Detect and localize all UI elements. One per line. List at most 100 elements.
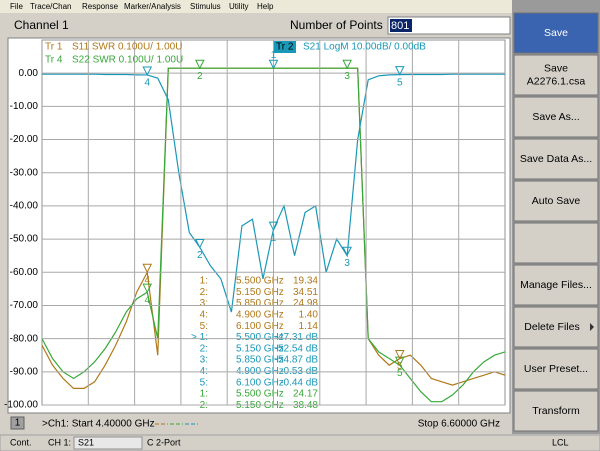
- trace-header[interactable]: S22 SWR 0.100U/ 1.00U: [72, 55, 183, 66]
- marker-value: 24.17: [293, 389, 318, 400]
- marker-label: 4: [144, 78, 150, 89]
- marker-num: 3:: [200, 411, 208, 422]
- marker-label: 4: [144, 295, 150, 306]
- marker-triangle: [394, 66, 405, 76]
- y-tick-label: -10.00: [10, 101, 39, 112]
- marker-num: 5:: [200, 377, 208, 388]
- softkey-label: Save: [544, 27, 568, 39]
- trace-selected: [274, 41, 296, 53]
- marker-freq: 5.150 GHz: [236, 343, 284, 354]
- marker-num: 4:: [200, 310, 208, 321]
- marker-triangle: [394, 350, 405, 360]
- y-tick-label: -30.00: [10, 167, 39, 178]
- softkey-label: Save As...: [532, 111, 579, 123]
- marker-label: 4: [144, 275, 150, 286]
- status-bar: [0, 434, 600, 451]
- menu-item[interactable]: Response: [82, 2, 119, 11]
- marker-num: > 1:: [191, 332, 208, 343]
- marker-num: 2:: [200, 287, 208, 298]
- softkey-label: Manage Files...: [520, 279, 592, 291]
- marker-triangle: [394, 356, 405, 367]
- menu-bar: [0, 0, 600, 13]
- y-tick-label: 0.00: [19, 68, 39, 79]
- softkey[interactable]: [513, 54, 599, 96]
- marker-triangle: [142, 283, 153, 294]
- submenu-arrow: [590, 323, 594, 331]
- marker-label: 2: [197, 250, 203, 261]
- marker-label: 1: [271, 233, 277, 244]
- marker-num: 3:: [200, 298, 208, 309]
- points-highlight: [390, 19, 412, 32]
- status-field: [73, 436, 143, 450]
- marker-num: 5:: [200, 321, 208, 332]
- marker-label: 5: [397, 368, 403, 379]
- softkey[interactable]: [513, 138, 599, 180]
- trace-id[interactable]: Tr 1: [45, 42, 63, 53]
- marker-triangle: [142, 66, 153, 77]
- y-tick-label: -60.00: [10, 267, 39, 278]
- marker-value: -47.31 dB: [275, 332, 319, 343]
- marker-num: 1:: [200, 389, 208, 400]
- marker-num: 1:: [200, 276, 208, 287]
- status-lcl: LCL: [552, 437, 569, 447]
- marker-freq: 6.100 GHz: [236, 321, 284, 332]
- y-tick-label: -40.00: [10, 201, 39, 212]
- points-value: 801: [391, 20, 409, 32]
- softkey-label: Transform: [532, 405, 580, 417]
- marker-freq: 5.150 GHz: [236, 287, 284, 298]
- trace-header[interactable]: S11 SWR 0.100U/ 1.00U: [72, 42, 182, 53]
- softkey[interactable]: [513, 180, 599, 222]
- marker-label: 5: [397, 361, 403, 372]
- marker-freq: 5.500 GHz: [236, 276, 284, 287]
- marker-freq: 5.500 GHz: [236, 389, 284, 400]
- menu-item[interactable]: Marker/Analysis: [124, 2, 181, 11]
- trace-header[interactable]: S21 LogM 10.00dB/ 0.00dB: [303, 42, 426, 53]
- points-input[interactable]: [387, 16, 511, 35]
- marker-triangle: [195, 239, 205, 249]
- channel-number: 1: [15, 418, 21, 429]
- softkey[interactable]: [513, 348, 599, 390]
- marker-label: 5: [397, 77, 403, 88]
- points-label: Number of Points: [290, 18, 383, 32]
- marker-triangle: [268, 59, 279, 70]
- softkey[interactable]: [513, 264, 599, 306]
- start-freq: >Ch1: Start 4.40000 GHz: [42, 419, 155, 430]
- marker-label: 3: [344, 258, 350, 269]
- marker-freq: 5.500 GHz: [236, 332, 284, 343]
- y-tick-label: -70.00: [10, 300, 39, 311]
- menu-item[interactable]: Help: [257, 2, 274, 11]
- softkey[interactable]: [513, 222, 599, 264]
- marker-triangle: [268, 221, 279, 232]
- trace-id[interactable]: Tr 4: [45, 55, 63, 66]
- softkey[interactable]: [513, 96, 599, 138]
- marker-freq: 5.850 GHz: [236, 298, 284, 309]
- marker-num: 3:: [200, 355, 208, 366]
- stop-freq: Stop 6.60000 GHz: [418, 419, 500, 430]
- marker-freq: 5.850 GHz: [236, 411, 284, 422]
- menu-item[interactable]: Stimulus: [190, 2, 221, 11]
- marker-value: 1.40: [299, 310, 319, 321]
- marker-label: 2: [197, 71, 203, 82]
- softkey[interactable]: [513, 306, 599, 348]
- channel-badge: [10, 416, 25, 430]
- menu-item[interactable]: File: [10, 2, 23, 11]
- marker-label: 1: [271, 50, 277, 61]
- softkey[interactable]: [513, 390, 599, 432]
- marker-triangle: [195, 59, 205, 70]
- marker-freq: 5.850 GHz: [236, 355, 284, 366]
- softkey-label: Save: [544, 62, 568, 74]
- trace-id[interactable]: Tr 2: [276, 42, 294, 53]
- marker-triangle: [342, 59, 352, 70]
- y-tick-label: -100.00: [4, 400, 38, 411]
- marker-triangle: [142, 263, 153, 274]
- marker-value: 24.98: [293, 298, 318, 309]
- softkey[interactable]: [513, 12, 599, 54]
- status-channel: CH 1:: [48, 437, 71, 447]
- marker-value: 34.51: [293, 287, 318, 298]
- y-tick-label: -20.00: [10, 134, 39, 145]
- menu-item[interactable]: Trace/Chan: [30, 2, 72, 11]
- softkey-label: User Preset...: [524, 363, 588, 375]
- marker-freq: 6.100 GHz: [236, 377, 284, 388]
- menu-item[interactable]: Utility: [229, 2, 249, 11]
